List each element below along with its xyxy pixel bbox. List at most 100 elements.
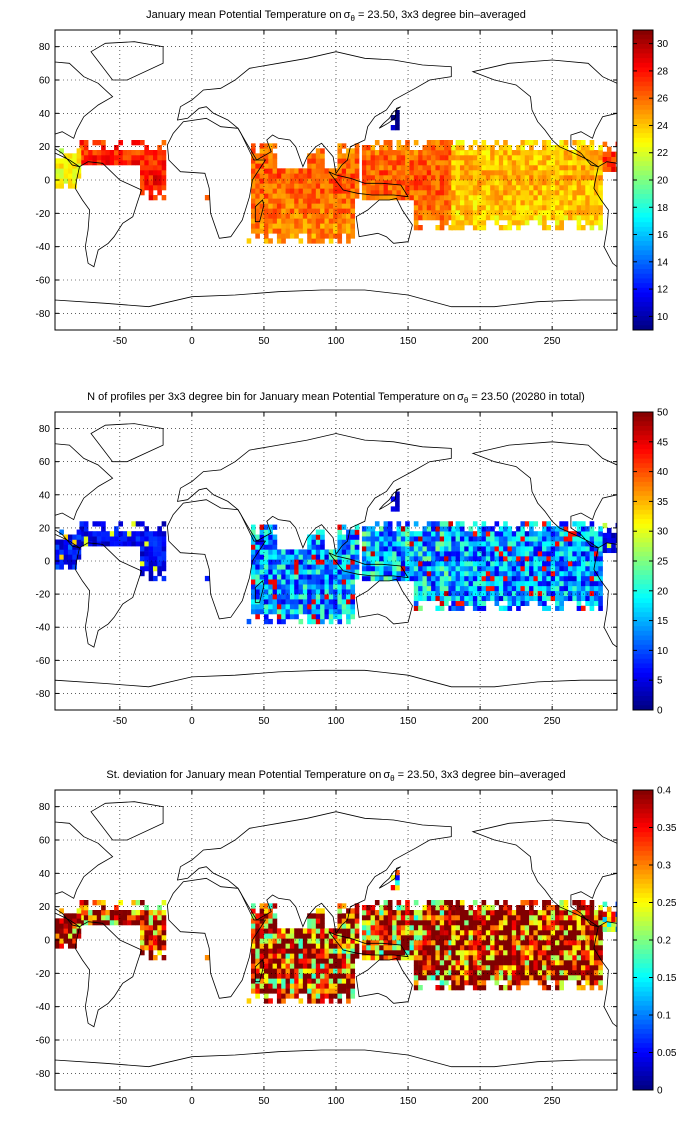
- data-cell: [144, 546, 149, 552]
- data-cell: [559, 185, 564, 191]
- data-cell: [337, 559, 343, 565]
- data-cell: [109, 541, 115, 547]
- data-cell: [593, 965, 599, 971]
- data-cell: [294, 554, 299, 560]
- data-cell: [511, 531, 517, 537]
- data-cell: [118, 910, 124, 916]
- data-cell: [426, 160, 432, 166]
- data-cell: [576, 210, 582, 216]
- data-cell: [435, 185, 441, 191]
- data-cell: [529, 970, 534, 976]
- data-cell: [101, 910, 106, 916]
- data-cell: [533, 975, 539, 981]
- data-cell: [294, 559, 299, 565]
- data-cell: [140, 556, 145, 562]
- data-cell: [324, 223, 330, 229]
- data-cell: [294, 203, 299, 209]
- data-cell: [555, 600, 560, 606]
- data-cell: [439, 975, 445, 981]
- data-cell: [294, 584, 299, 590]
- data-cell: [546, 180, 552, 186]
- data-cell: [546, 965, 552, 971]
- data-cell: [263, 998, 269, 1004]
- data-cell: [546, 215, 552, 221]
- data-cell: [568, 565, 573, 572]
- data-cell: [435, 935, 441, 941]
- colorbar-step: [633, 105, 653, 111]
- data-cell: [520, 905, 526, 911]
- data-cell: [555, 595, 560, 602]
- data-cell: [459, 955, 465, 961]
- data-cell: [435, 940, 441, 946]
- data-cell: [589, 945, 595, 951]
- data-cell: [422, 575, 428, 582]
- data-cell: [481, 925, 487, 931]
- data-cell: [477, 590, 482, 597]
- data-cell: [580, 965, 586, 971]
- data-cell: [455, 190, 461, 196]
- data-cell: [268, 928, 273, 934]
- colorbar-step: [633, 865, 653, 871]
- data-cell: [337, 913, 343, 919]
- data-cell: [370, 920, 376, 926]
- data-cell: [533, 160, 539, 166]
- data-cell: [563, 150, 569, 156]
- data-cell: [307, 584, 312, 590]
- data-cell: [152, 565, 158, 572]
- colorbar-step: [633, 686, 653, 692]
- data-cell: [289, 188, 295, 194]
- data-cell: [374, 185, 380, 191]
- data-cell: [396, 551, 402, 557]
- data-cell: [490, 561, 495, 567]
- data-cell: [148, 910, 154, 916]
- data-cell: [413, 945, 419, 951]
- data-cell: [354, 903, 360, 909]
- colorbar-step: [633, 1033, 653, 1039]
- data-cell: [328, 223, 334, 229]
- data-cell: [520, 950, 526, 956]
- data-cell: [435, 900, 441, 906]
- data-cell: [439, 531, 445, 537]
- data-cell: [383, 910, 389, 916]
- data-cell: [346, 983, 351, 989]
- data-cell: [481, 200, 487, 206]
- data-cell: [529, 900, 534, 906]
- data-cell: [524, 521, 530, 527]
- data-cell: [289, 584, 295, 590]
- data-cell: [311, 574, 317, 580]
- data-cell: [152, 531, 158, 537]
- data-cell: [387, 526, 393, 532]
- colorbar-tick-label: 0: [657, 706, 663, 717]
- data-cell: [400, 905, 406, 911]
- data-cell: [439, 541, 445, 547]
- data-cell: [366, 905, 371, 911]
- data-cell: [516, 150, 521, 156]
- data-cell: [431, 580, 436, 587]
- data-cell: [396, 575, 402, 582]
- data-cell: [366, 920, 371, 926]
- data-cell: [572, 950, 577, 956]
- data-cell: [341, 918, 347, 924]
- data-cell: [311, 599, 317, 605]
- colorbar-step: [633, 142, 653, 148]
- data-cell: [157, 150, 162, 156]
- data-cell: [354, 953, 360, 959]
- data-cell: [422, 565, 428, 572]
- colorbar-step: [633, 1085, 653, 1091]
- data-cell: [472, 900, 478, 906]
- data-cell: [350, 534, 356, 540]
- data-cell: [580, 551, 586, 557]
- colorbar-step: [633, 151, 653, 158]
- data-cell: [585, 910, 590, 916]
- data-cell: [268, 544, 273, 550]
- data-cell: [383, 526, 389, 532]
- data-cell: [507, 910, 513, 916]
- data-cell: [516, 205, 521, 211]
- data-cell: [135, 910, 141, 916]
- data-cell: [281, 213, 286, 219]
- data-cell: [272, 228, 278, 234]
- data-cell: [387, 910, 393, 916]
- data-cell: [315, 988, 321, 994]
- data-cell: [315, 168, 321, 174]
- data-cell: [315, 223, 321, 229]
